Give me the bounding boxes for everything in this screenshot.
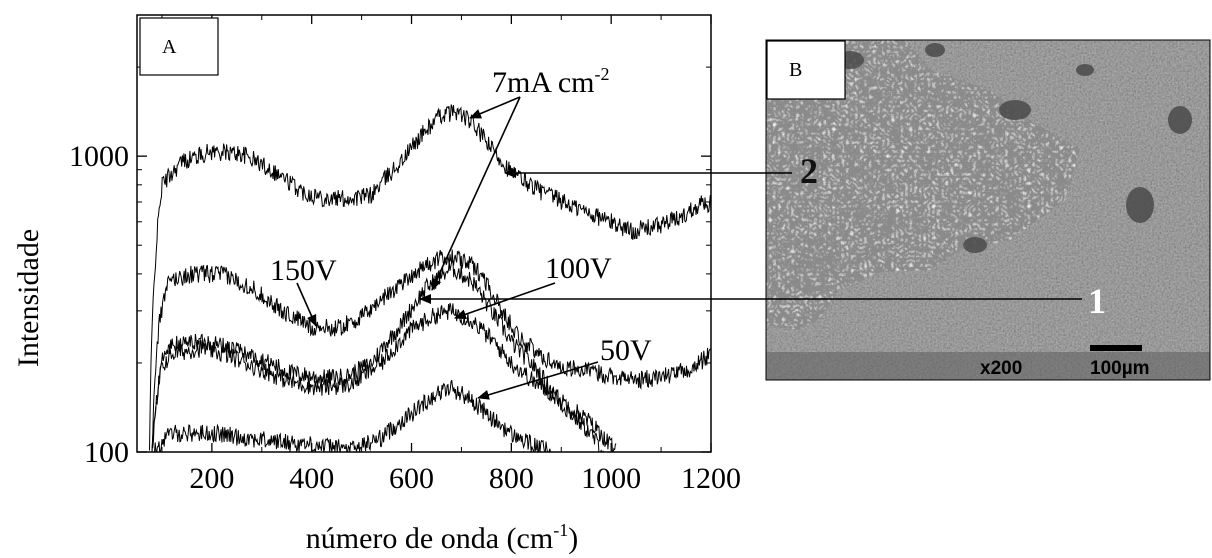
pointer-7ma-top — [469, 96, 521, 119]
marker-2: 2 — [800, 151, 818, 191]
x-axis-label: número de onda (cm-1) — [306, 520, 578, 555]
x-axis-label-close: ) — [568, 522, 578, 555]
scale-bar — [1090, 345, 1142, 351]
x-axis-label-text: número de onda (cm — [306, 522, 553, 555]
panel-b-label-box — [766, 40, 846, 100]
pointer-7ma-lower — [431, 96, 521, 291]
micrograph-frame — [765, 39, 1211, 381]
x-tick-label: 600 — [389, 462, 434, 495]
y-axis-label: Intensidade — [12, 229, 45, 367]
panel-a-label: A — [162, 36, 177, 58]
x-tick-label: 1200 — [681, 462, 741, 495]
series-line-4 — [151, 302, 617, 452]
marker-1: 1 — [1088, 281, 1106, 321]
x-tick-label: 400 — [289, 462, 334, 495]
info-bar — [766, 352, 1210, 380]
x-tick-label: 1000 — [581, 462, 641, 495]
series-line-1 — [149, 104, 711, 451]
series-line-5 — [154, 379, 552, 452]
y-tick-label: 100 — [84, 436, 129, 469]
magnification-label: x200 — [980, 358, 1022, 379]
pointer-100v — [454, 282, 556, 320]
annotation-50v: 50V — [600, 334, 652, 367]
dark-pits — [836, 43, 1192, 253]
panel-b-label: B — [789, 59, 802, 81]
x-tick-label: 800 — [489, 462, 534, 495]
series-line-3 — [151, 259, 604, 452]
annotation-7ma-text: 7mA cm — [492, 66, 595, 99]
sem-micrograph: B x200 100µm 1 2 — [765, 39, 1211, 381]
annotation-100v: 100V — [545, 252, 612, 285]
annotation-7ma-sup: -2 — [595, 64, 610, 84]
intensity-chart: 200 400 600 800 1000 1200 100 1000 — [69, 14, 741, 495]
annotation-7ma: 7mA cm-2 — [492, 64, 610, 99]
x-axis-label-sup: -1 — [553, 520, 568, 540]
annotation-150v: 150V — [270, 254, 337, 287]
pointer-50v — [477, 361, 599, 400]
scale-bar-label: 100µm — [1090, 358, 1150, 379]
y-tick-label: 1000 — [69, 140, 129, 173]
plot-frame — [136, 14, 712, 453]
pointer-150v — [296, 282, 317, 327]
x-tick-label: 200 — [189, 462, 234, 495]
panel-a-label-box — [139, 17, 219, 76]
series-line-2 — [151, 249, 711, 452]
